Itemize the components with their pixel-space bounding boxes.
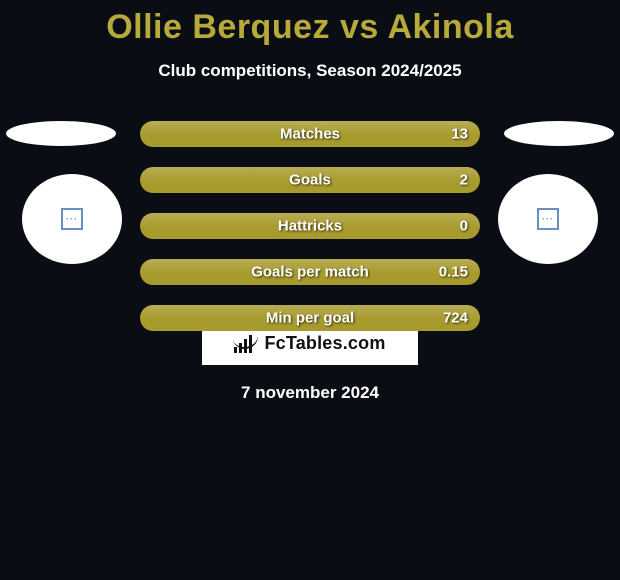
stat-bar: Matches 13	[140, 121, 480, 147]
left-platform-oval	[6, 121, 116, 146]
stat-value: 2	[460, 172, 468, 189]
stat-label: Min per goal	[266, 310, 354, 327]
stat-value: 0	[460, 218, 468, 235]
right-platform-oval	[504, 121, 614, 146]
placeholder-crest-icon: ···	[537, 208, 559, 230]
stat-label: Goals	[289, 172, 331, 189]
stat-bar: Min per goal 724	[140, 305, 480, 331]
stat-label: Matches	[280, 126, 340, 143]
stat-label: Hattricks	[278, 218, 342, 235]
stat-value: 0.15	[439, 264, 468, 281]
stat-bar: Goals 2	[140, 167, 480, 193]
stat-bars: Matches 13 Goals 2 Hattricks 0 Goals per…	[140, 121, 480, 351]
stat-value: 13	[451, 126, 468, 143]
stat-label: Goals per match	[251, 264, 369, 281]
right-player-badge: ···	[498, 174, 598, 264]
stat-bar: Hattricks 0	[140, 213, 480, 239]
stat-value: 724	[443, 310, 468, 327]
left-player-badge: ···	[22, 174, 122, 264]
placeholder-crest-icon: ···	[61, 208, 83, 230]
comparison-title: Ollie Berquez vs Akinola	[0, 0, 620, 47]
snapshot-date: 7 november 2024	[0, 383, 620, 403]
comparison-subtitle: Club competitions, Season 2024/2025	[0, 61, 620, 81]
fctables-logo-icon	[234, 333, 258, 353]
stat-bar: Goals per match 0.15	[140, 259, 480, 285]
